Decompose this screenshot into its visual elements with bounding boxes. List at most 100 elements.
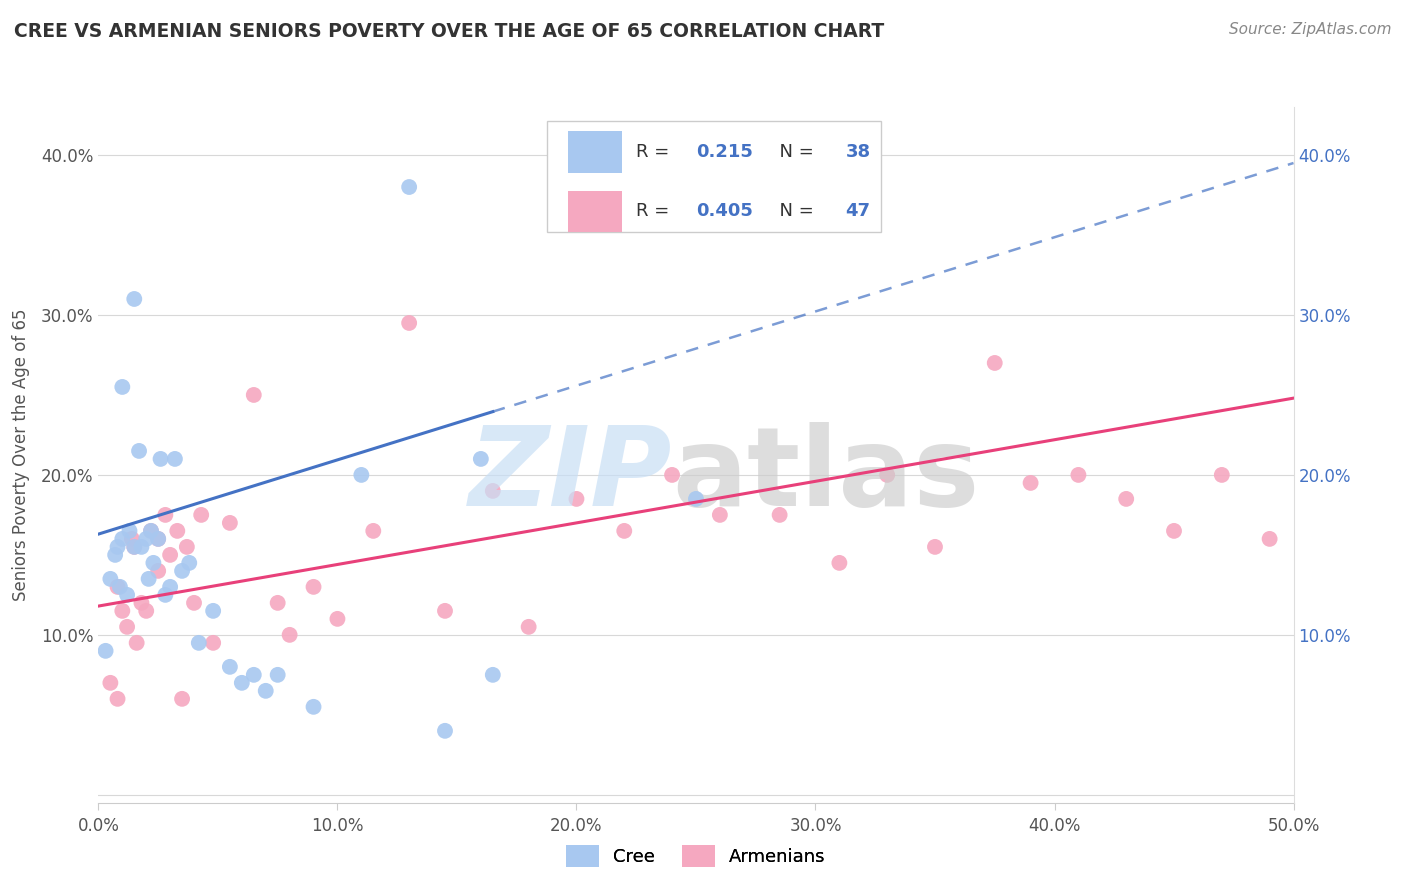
Point bbox=[231, 676, 253, 690]
Text: Source: ZipAtlas.com: Source: ZipAtlas.com bbox=[1229, 22, 1392, 37]
Point bbox=[142, 556, 165, 570]
Point bbox=[202, 636, 225, 650]
Point bbox=[363, 524, 385, 538]
Point bbox=[115, 588, 138, 602]
Point bbox=[267, 596, 290, 610]
Point bbox=[138, 572, 160, 586]
Point bbox=[111, 532, 134, 546]
Point bbox=[278, 628, 301, 642]
Point bbox=[159, 580, 181, 594]
Point bbox=[828, 556, 851, 570]
Point bbox=[179, 556, 201, 570]
Point bbox=[172, 691, 194, 706]
Point bbox=[613, 524, 636, 538]
Point bbox=[709, 508, 731, 522]
Point bbox=[517, 620, 540, 634]
Text: R =: R = bbox=[637, 144, 675, 161]
Point bbox=[433, 604, 456, 618]
Point bbox=[302, 699, 325, 714]
Point bbox=[149, 451, 172, 466]
Legend: Cree, Armenians: Cree, Armenians bbox=[560, 838, 832, 874]
Point bbox=[131, 540, 153, 554]
Point bbox=[254, 683, 277, 698]
Point bbox=[155, 588, 177, 602]
Point bbox=[187, 636, 209, 650]
Point bbox=[111, 380, 134, 394]
Point bbox=[107, 540, 129, 554]
Point bbox=[108, 580, 131, 594]
Text: N =: N = bbox=[768, 202, 820, 220]
Bar bbox=[568, 131, 621, 173]
Bar bbox=[568, 191, 621, 232]
Point bbox=[135, 604, 157, 618]
Point bbox=[176, 540, 198, 554]
Point bbox=[219, 660, 242, 674]
Point bbox=[1258, 532, 1281, 546]
Text: ZIP: ZIP bbox=[468, 422, 672, 529]
Text: CREE VS ARMENIAN SENIORS POVERTY OVER THE AGE OF 65 CORRELATION CHART: CREE VS ARMENIAN SENIORS POVERTY OVER TH… bbox=[14, 22, 884, 41]
Point bbox=[148, 532, 170, 546]
Point bbox=[302, 580, 325, 594]
Point bbox=[984, 356, 1007, 370]
Point bbox=[661, 467, 683, 482]
Point bbox=[107, 580, 129, 594]
Point bbox=[481, 668, 505, 682]
Point bbox=[131, 596, 153, 610]
Point bbox=[124, 292, 146, 306]
Point bbox=[219, 516, 242, 530]
Y-axis label: Seniors Poverty Over the Age of 65: Seniors Poverty Over the Age of 65 bbox=[11, 309, 30, 601]
Point bbox=[125, 636, 148, 650]
Point bbox=[267, 668, 290, 682]
Point bbox=[172, 564, 194, 578]
Point bbox=[398, 316, 420, 330]
Point bbox=[155, 508, 177, 522]
Point bbox=[202, 604, 225, 618]
Point bbox=[148, 532, 170, 546]
Point bbox=[1211, 467, 1233, 482]
Text: 47: 47 bbox=[845, 202, 870, 220]
Point bbox=[398, 180, 420, 194]
Point bbox=[1019, 475, 1042, 490]
Point bbox=[98, 676, 122, 690]
Point bbox=[481, 483, 505, 498]
Text: N =: N = bbox=[768, 144, 820, 161]
Point bbox=[924, 540, 946, 554]
Text: atlas: atlas bbox=[672, 422, 980, 529]
Point bbox=[135, 532, 157, 546]
Point bbox=[565, 491, 588, 506]
Bar bbox=[547, 121, 882, 232]
Point bbox=[876, 467, 898, 482]
Point bbox=[1067, 467, 1090, 482]
Point bbox=[768, 508, 790, 522]
Point bbox=[124, 540, 146, 554]
Point bbox=[183, 596, 205, 610]
Text: 0.405: 0.405 bbox=[696, 202, 752, 220]
Point bbox=[128, 444, 150, 458]
Point bbox=[139, 524, 162, 538]
Point bbox=[107, 691, 129, 706]
Point bbox=[94, 644, 117, 658]
Point bbox=[190, 508, 212, 522]
Point bbox=[685, 491, 707, 506]
Point bbox=[1163, 524, 1185, 538]
Point bbox=[115, 620, 138, 634]
Point bbox=[470, 451, 492, 466]
Text: R =: R = bbox=[637, 202, 675, 220]
Point bbox=[163, 451, 186, 466]
Point bbox=[124, 540, 146, 554]
Point bbox=[350, 467, 373, 482]
Point bbox=[104, 548, 127, 562]
Point bbox=[243, 388, 266, 402]
Point bbox=[139, 524, 162, 538]
Point bbox=[433, 723, 456, 738]
Point bbox=[326, 612, 349, 626]
Point bbox=[148, 564, 170, 578]
Point bbox=[111, 604, 134, 618]
Point bbox=[121, 532, 143, 546]
Point bbox=[159, 548, 181, 562]
Point bbox=[1115, 491, 1137, 506]
Text: 38: 38 bbox=[845, 144, 870, 161]
Point bbox=[166, 524, 188, 538]
Point bbox=[243, 668, 266, 682]
Point bbox=[118, 524, 141, 538]
